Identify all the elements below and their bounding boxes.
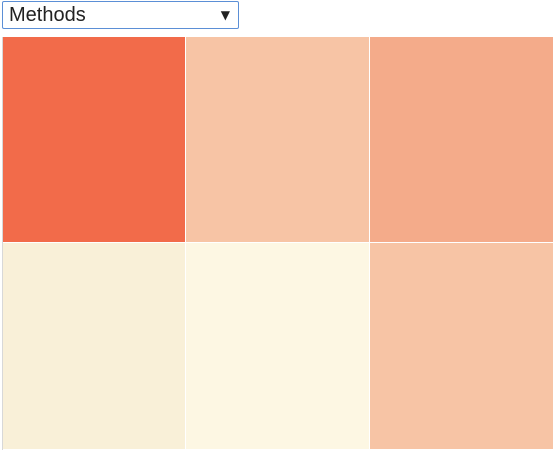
heatmap-cell[interactable] <box>186 243 369 449</box>
chevron-down-icon: ▼ <box>220 8 230 22</box>
methods-select[interactable]: Methods ▼ <box>2 1 239 29</box>
heatmap-cell[interactable] <box>370 243 553 449</box>
heatmap-cell[interactable] <box>3 243 185 449</box>
methods-select-label: Methods <box>9 3 86 26</box>
heatmap-cell[interactable] <box>3 37 185 242</box>
heatmap-grid <box>2 37 553 450</box>
heatmap-cell[interactable] <box>370 37 553 242</box>
heatmap-cell[interactable] <box>186 37 369 242</box>
